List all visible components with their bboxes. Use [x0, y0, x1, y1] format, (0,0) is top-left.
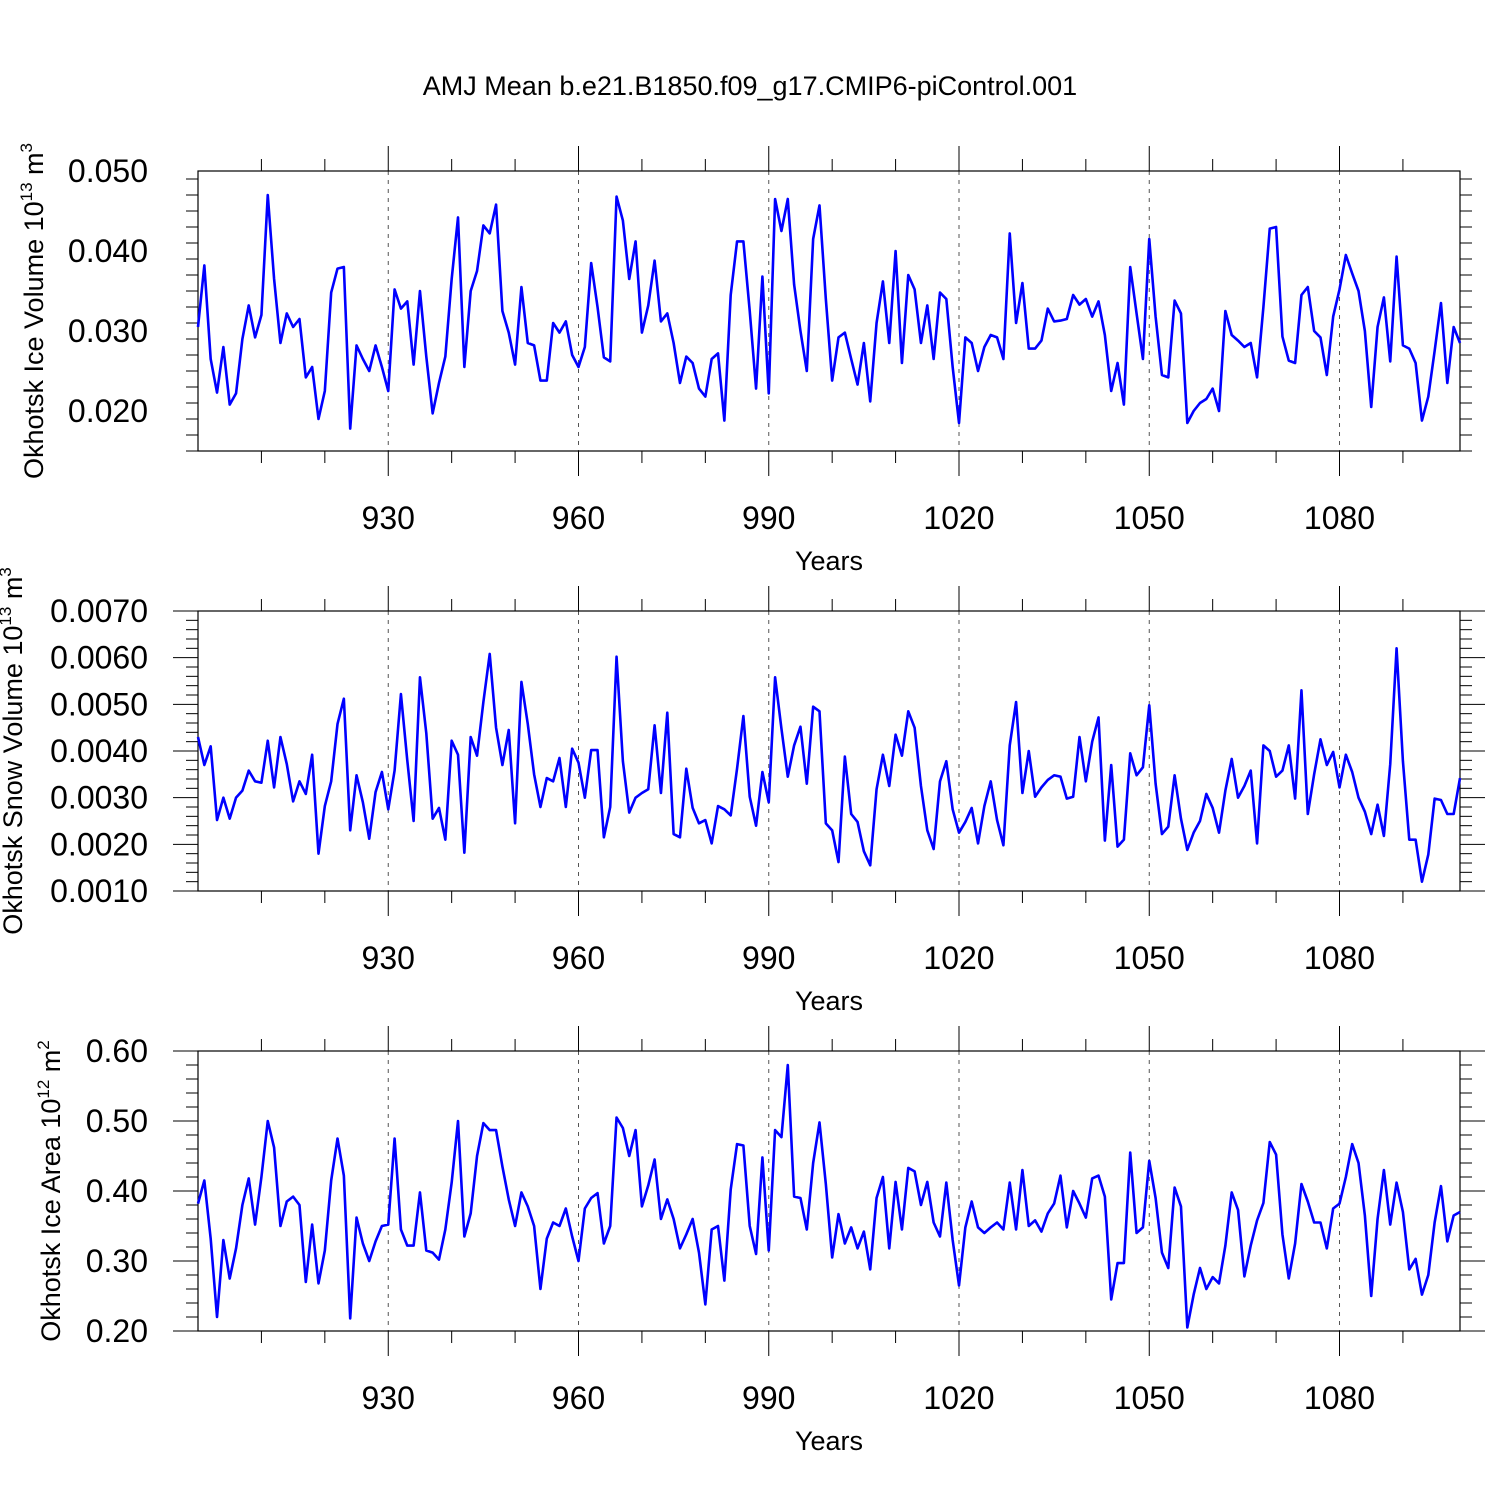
- x-tick-label: 1050: [1114, 1380, 1185, 1416]
- x-tick-label: 1050: [1114, 940, 1185, 976]
- tick-marks: [173, 1026, 1485, 1356]
- x-tick-label: 990: [742, 1380, 795, 1416]
- y-axis-label: Okhotsk Snow Volume 1013 m3: [0, 567, 28, 935]
- y-tick-label: 0.020: [68, 393, 148, 429]
- y-tick-label: 0.040: [68, 233, 148, 269]
- panel-ice-volume: 930 960 990 1020 1050 1080 0.020 0.030 0.040 0.05…: [17, 143, 1472, 576]
- x-tick-label: 930: [362, 500, 415, 536]
- y-tick-label: 0.0070: [50, 593, 148, 629]
- figure-title: AMJ Mean b.e21.B1850.f09_g17.CMIP6-piCon…: [423, 71, 1077, 101]
- x-tick-label: 930: [362, 1380, 415, 1416]
- y-tick-label: 0.030: [68, 313, 148, 349]
- x-tick-label: 1080: [1304, 940, 1375, 976]
- x-axis-label: Years: [795, 546, 863, 576]
- y-tick-label: 0.050: [68, 153, 148, 189]
- y-tick-label: 0.0010: [50, 873, 148, 909]
- panel-snow-volume: 930 960 990 1020 1050 1080 0.0010 0.0020 0.0030 0…: [0, 567, 1485, 1016]
- x-axis-label: Years: [795, 986, 863, 1016]
- x-tick-label: 1020: [923, 940, 994, 976]
- y-tick-label: 0.0060: [50, 640, 148, 676]
- x-tick-label: 990: [742, 940, 795, 976]
- x-tick-label: 1050: [1114, 500, 1185, 536]
- x-tick-label: 960: [552, 940, 605, 976]
- plot-frame: [197, 170, 1461, 452]
- y-tick-label: 0.0030: [50, 780, 148, 816]
- x-tick-label: 960: [552, 1380, 605, 1416]
- x-tick-label: 960: [552, 500, 605, 536]
- y-axis-label: Okhotsk Ice Volume 1013 m3: [17, 143, 49, 479]
- y-tick-label: 0.60: [86, 1033, 148, 1069]
- x-tick-label: 930: [362, 940, 415, 976]
- y-axis-label: Okhotsk Ice Area 1012 m2: [34, 1040, 66, 1342]
- x-tick-label: 1020: [923, 500, 994, 536]
- y-tick-label: 0.50: [86, 1103, 148, 1139]
- x-tick-label: 1020: [923, 1380, 994, 1416]
- y-tick-label: 0.0040: [50, 733, 148, 769]
- tick-marks: [173, 586, 1485, 916]
- panel-ice-area: 930 960 990 1020 1050 1080 0.20 0.30 0.40 0.50 0.6…: [34, 1026, 1485, 1456]
- x-tick-label: 1080: [1304, 500, 1375, 536]
- y-tick-label: 0.0020: [50, 826, 148, 862]
- x-tick-label: 990: [742, 500, 795, 536]
- y-tick-label: 0.20: [86, 1313, 148, 1349]
- x-tick-label: 1080: [1304, 1380, 1375, 1416]
- series-line-ice-volume: [196, 193, 1462, 430]
- series-line-snow-volume: [196, 647, 1462, 883]
- series-line-ice-area: [196, 1063, 1461, 1329]
- y-tick-label: 0.0050: [50, 686, 148, 722]
- tick-marks: [186, 146, 1472, 476]
- y-tick-label: 0.30: [86, 1243, 148, 1279]
- plot-frame: [197, 1050, 1461, 1332]
- x-axis-label: Years: [795, 1426, 863, 1456]
- y-tick-label: 0.40: [86, 1173, 148, 1209]
